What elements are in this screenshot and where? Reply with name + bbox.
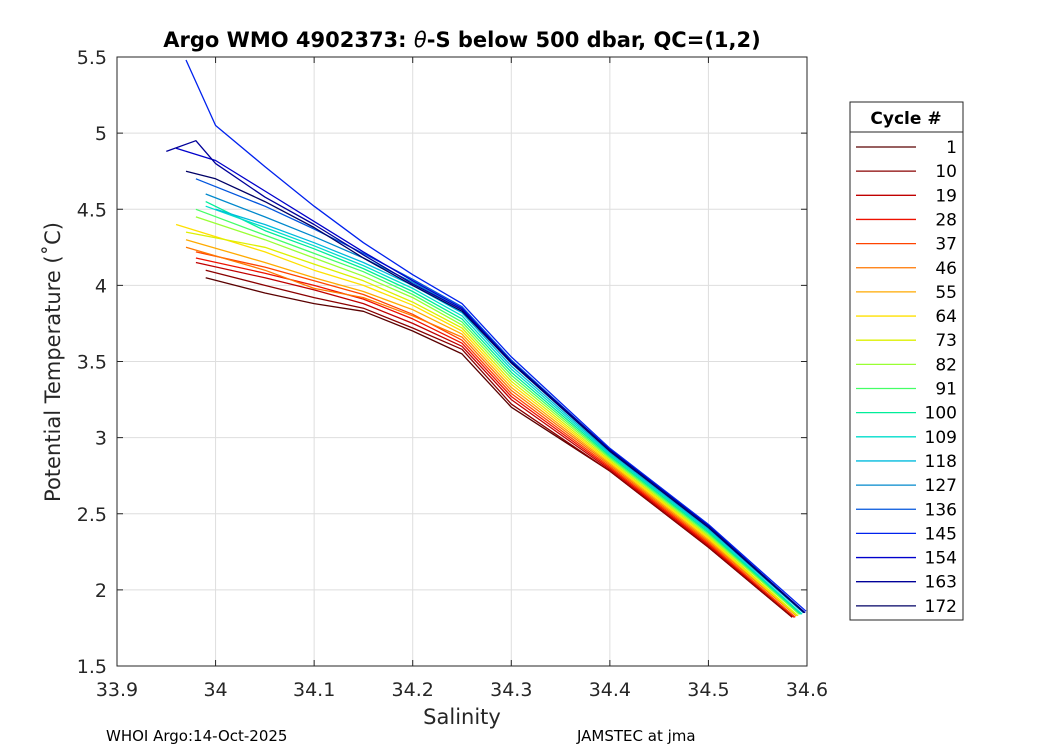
legend-label: 100 bbox=[925, 404, 957, 424]
legend-label: 136 bbox=[925, 500, 957, 520]
legend-label: 82 bbox=[935, 355, 957, 375]
legend-item: 163 bbox=[856, 573, 957, 593]
y-tick-label: 1.5 bbox=[77, 656, 107, 678]
y-axis: 1.5 2 2.5 3 3.5 4 4.5 5 5.5 bbox=[77, 47, 807, 678]
y-tick-label: 5 bbox=[95, 123, 107, 145]
y-tick-label: 5.5 bbox=[77, 47, 107, 69]
legend-label: 109 bbox=[925, 428, 957, 448]
legend-item: 100 bbox=[856, 404, 957, 424]
series-line-cycle-10 bbox=[205, 269, 793, 618]
y-tick-label: 4.5 bbox=[77, 199, 107, 221]
legend-label: 145 bbox=[925, 524, 957, 544]
x-tick-label: 34 bbox=[203, 679, 227, 701]
legend-item: 64 bbox=[856, 307, 957, 327]
series-line-cycle-109 bbox=[205, 205, 803, 615]
x-axis-label: Salinity bbox=[423, 705, 501, 729]
series-line-cycle-64 bbox=[175, 223, 798, 617]
series-line-cycle-55 bbox=[185, 239, 798, 617]
legend-label: 73 bbox=[935, 331, 957, 351]
legend-label: 37 bbox=[935, 235, 957, 255]
legend-label: 172 bbox=[925, 597, 957, 617]
x-tick-label: 34.3 bbox=[490, 679, 532, 701]
y-tick-label: 2.5 bbox=[77, 504, 107, 526]
x-axis: 33.9 34 34.1 34.2 34.3 34.4 34.5 34.6 bbox=[96, 57, 828, 701]
series-line-cycle-118 bbox=[215, 208, 804, 614]
legend-item: 19 bbox=[856, 186, 957, 206]
x-tick-label: 33.9 bbox=[96, 679, 138, 701]
series-line-cycle-172 bbox=[185, 170, 805, 614]
chart-title: Argo WMO 4902373: θ-S below 500 dbar, QC… bbox=[163, 28, 760, 52]
legend-item: 118 bbox=[856, 452, 957, 472]
series-line-cycle-82 bbox=[195, 216, 800, 615]
legend-item: 55 bbox=[856, 283, 957, 303]
legend-label: 19 bbox=[935, 186, 957, 206]
legend-label: 55 bbox=[935, 283, 957, 303]
legend-item: 10 bbox=[856, 162, 957, 182]
series-line-cycle-73 bbox=[185, 231, 799, 617]
legend-item: 46 bbox=[856, 259, 957, 279]
legend-item: 28 bbox=[856, 210, 957, 230]
series-line-cycle-163 bbox=[166, 140, 806, 614]
legend-item: 82 bbox=[856, 355, 957, 375]
y-tick-label: 2 bbox=[95, 580, 107, 602]
legend-item: 73 bbox=[856, 331, 957, 351]
series-line-cycle-37 bbox=[195, 251, 796, 618]
x-tick-label: 34.1 bbox=[293, 679, 335, 701]
x-tick-label: 34.5 bbox=[687, 679, 729, 701]
footer-right: JAMSTEC at jma bbox=[576, 727, 696, 745]
legend-item: 37 bbox=[856, 235, 957, 255]
legend-label: 91 bbox=[935, 380, 957, 400]
series-line-cycle-145 bbox=[185, 59, 807, 612]
series-line-cycle-19 bbox=[195, 261, 795, 618]
legend-title: Cycle # bbox=[870, 109, 941, 129]
legend-item: 154 bbox=[856, 549, 957, 569]
legend-label: 28 bbox=[935, 210, 957, 230]
legend-label: 46 bbox=[935, 259, 957, 279]
legend-item: 136 bbox=[856, 500, 957, 520]
legend-label: 127 bbox=[925, 476, 957, 496]
legend-item: 1 bbox=[856, 138, 957, 158]
legend-label: 163 bbox=[925, 573, 957, 593]
footer-left: WHOI Argo:14-Oct-2025 bbox=[106, 727, 287, 745]
y-axis-label: Potential Temperature (˚C) bbox=[41, 222, 65, 502]
x-tick-label: 34.4 bbox=[589, 679, 631, 701]
legend-item: 145 bbox=[856, 524, 957, 544]
series-line-cycle-100 bbox=[205, 201, 802, 615]
legend-label: 118 bbox=[925, 452, 957, 472]
series-line-cycle-91 bbox=[195, 208, 801, 615]
legend-item: 109 bbox=[856, 428, 957, 448]
legend-items: 1 10 19 28 37 46 55 64 73 82 91 100 109 118 127 136 145 1… bbox=[856, 138, 957, 617]
legend-label: 10 bbox=[935, 162, 957, 182]
series-group bbox=[166, 59, 807, 618]
legend-label: 1 bbox=[946, 138, 957, 158]
legend-item: 127 bbox=[856, 476, 957, 496]
y-tick-label: 3.5 bbox=[77, 352, 107, 374]
x-tick-label: 34.2 bbox=[392, 679, 434, 701]
x-tick-label: 34.6 bbox=[786, 679, 828, 701]
legend: Cycle # 1 10 19 28 37 46 55 64 73 82 91 100 109 118 12… bbox=[849, 101, 964, 621]
legend-label: 64 bbox=[935, 307, 957, 327]
legend-label: 154 bbox=[925, 549, 957, 569]
legend-item: 172 bbox=[856, 597, 957, 617]
y-tick-label: 4 bbox=[95, 275, 107, 297]
legend-item: 91 bbox=[856, 380, 957, 400]
y-tick-label: 3 bbox=[95, 428, 107, 450]
series-line-cycle-46 bbox=[185, 246, 797, 617]
